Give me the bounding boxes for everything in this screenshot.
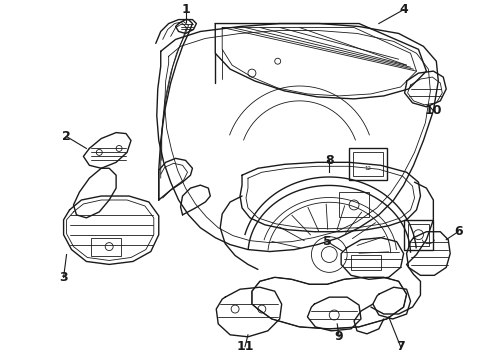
Bar [339, 192, 369, 217]
Text: 11: 11 [236, 340, 254, 353]
Text: 2: 2 [62, 130, 71, 143]
Bar [351, 255, 381, 270]
Text: 10: 10 [425, 104, 442, 117]
Text: 12: 12 [365, 166, 371, 171]
Text: 7: 7 [396, 340, 405, 353]
Text: 1: 1 [181, 3, 190, 16]
Text: 6: 6 [454, 225, 463, 238]
Bar [91, 238, 121, 256]
Bar [408, 224, 429, 246]
Text: 5: 5 [323, 235, 332, 248]
Text: 8: 8 [325, 154, 334, 167]
Bar [353, 152, 383, 176]
Text: 4: 4 [399, 3, 408, 16]
Text: 3: 3 [59, 271, 68, 284]
Bar [349, 148, 387, 180]
Bar [404, 220, 433, 249]
Text: 9: 9 [335, 330, 343, 343]
